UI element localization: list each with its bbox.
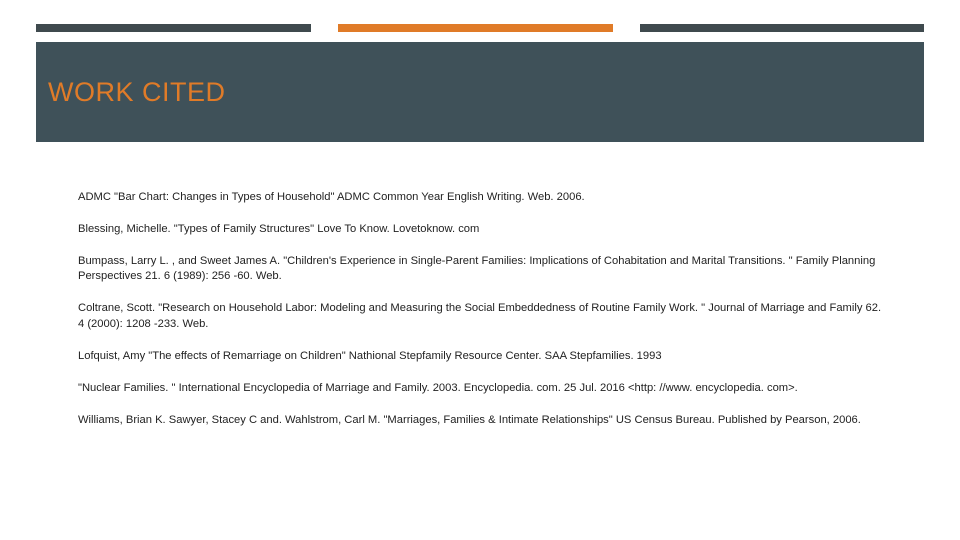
citation-entry: Blessing, Michelle. "Types of Family Str… (78, 222, 882, 237)
citation-entry: Lofquist, Amy "The effects of Remarriage… (78, 349, 882, 364)
citation-entry: Williams, Brian K. Sawyer, Stacey C and.… (78, 413, 882, 428)
stripe-segment (338, 24, 613, 32)
citation-entry: Coltrane, Scott. "Research on Household … (78, 301, 882, 331)
citation-entry: Bumpass, Larry L. , and Sweet James A. "… (78, 254, 882, 284)
stripe-segment (311, 24, 338, 32)
stripe-segment (36, 24, 311, 32)
header-block: WORK CITED (36, 42, 924, 142)
top-accent-stripe (36, 24, 924, 32)
stripe-segment (640, 24, 924, 32)
page-title: WORK CITED (48, 77, 226, 108)
citations-list: ADMC "Bar Chart: Changes in Types of Hou… (78, 190, 882, 445)
citation-entry: ADMC "Bar Chart: Changes in Types of Hou… (78, 190, 882, 205)
citation-entry: "Nuclear Families. " International Encyc… (78, 381, 882, 396)
stripe-segment (613, 24, 640, 32)
